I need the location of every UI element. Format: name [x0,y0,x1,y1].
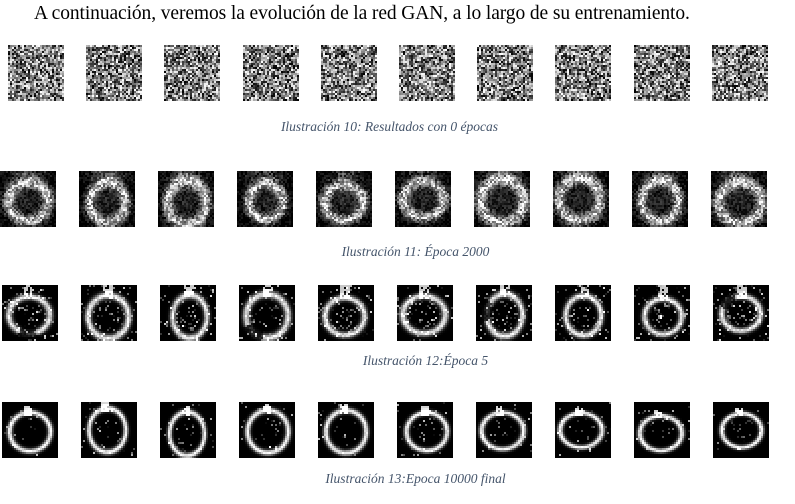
gan-sample-canvas [239,285,295,341]
gan-sample-image [321,45,377,101]
gan-sample-canvas [555,402,611,458]
gan-sample-canvas [555,45,611,101]
gan-sample-image [713,285,769,341]
gan-sample-canvas [713,285,769,341]
gan-sample-canvas [634,402,690,458]
gan-sample-image [555,402,611,458]
gan-sample-image [555,45,611,101]
gan-sample-canvas [634,45,690,101]
gan-sample-image [555,285,611,341]
figure-10-caption: Ilustración 10: Resultados con 0 épocas [280,119,499,134]
gan-sample-canvas [0,171,56,227]
gan-sample-image [632,171,688,227]
gan-sample-image [477,45,533,101]
gan-sample-image [79,171,135,227]
gan-sample-image [2,285,58,341]
gan-sample-canvas [321,45,377,101]
figure-11-caption: Ilustración 11: Época 2000 [341,244,490,259]
gan-sample-canvas [397,402,453,458]
gan-sample-image [0,171,56,227]
gan-sample-canvas [318,285,374,341]
gan-sample-image [476,285,532,341]
gan-sample-canvas [243,45,299,101]
gan-sample-canvas [81,285,137,341]
gan-sample-image [86,45,142,101]
intro-paragraph: A continuación, veremos la evolución de … [34,3,690,24]
gan-sample-canvas [316,171,372,227]
gan-sample-canvas [164,45,220,101]
gan-sample-canvas [158,171,214,227]
gan-sample-canvas [399,45,455,101]
gan-sample-canvas [160,285,216,341]
gan-sample-image [713,402,769,458]
gan-sample-canvas [395,171,451,227]
gan-sample-image [237,171,293,227]
gan-sample-image [318,402,374,458]
gan-sample-image [397,285,453,341]
gan-sample-canvas [476,402,532,458]
figure-13-caption: Ilustración 13:Epoca 10000 final [325,471,506,486]
gan-sample-image [399,45,455,101]
gan-sample-image [395,171,451,227]
gan-sample-image [711,171,767,227]
figure-11-image-row [0,171,795,227]
gan-sample-image [243,45,299,101]
gan-sample-canvas [476,285,532,341]
gan-sample-image [8,45,64,101]
gan-sample-image [160,285,216,341]
gan-sample-image [474,171,530,227]
gan-sample-image [239,402,295,458]
gan-sample-image [81,402,137,458]
gan-sample-canvas [79,171,135,227]
gan-sample-canvas [2,402,58,458]
gan-sample-canvas [318,402,374,458]
gan-sample-canvas [712,45,768,101]
gan-sample-canvas [632,171,688,227]
gan-sample-canvas [2,285,58,341]
gan-sample-canvas [239,402,295,458]
gan-sample-image [476,402,532,458]
gan-sample-image [634,285,690,341]
gan-sample-canvas [634,285,690,341]
gan-sample-image [712,45,768,101]
gan-sample-canvas [86,45,142,101]
gan-sample-canvas [237,171,293,227]
gan-sample-image [318,285,374,341]
gan-sample-canvas [8,45,64,101]
gan-sample-image [634,402,690,458]
figure-13-image-row [0,402,795,458]
gan-sample-image [397,402,453,458]
figure-12-image-row [0,285,795,341]
gan-sample-image [164,45,220,101]
gan-sample-image [316,171,372,227]
gan-sample-canvas [553,171,609,227]
gan-sample-image [160,402,216,458]
gan-sample-canvas [160,402,216,458]
gan-sample-image [634,45,690,101]
figure-12-caption: Ilustración 12:Época 5 [362,353,489,368]
gan-sample-image [239,285,295,341]
gan-sample-canvas [397,285,453,341]
gan-sample-canvas [713,402,769,458]
gan-sample-canvas [555,285,611,341]
gan-sample-canvas [477,45,533,101]
gan-sample-image [81,285,137,341]
gan-sample-image [2,402,58,458]
gan-sample-image [553,171,609,227]
gan-sample-image [158,171,214,227]
gan-sample-canvas [711,171,767,227]
gan-sample-canvas [474,171,530,227]
figure-10-image-row [0,45,795,101]
gan-sample-canvas [81,402,137,458]
